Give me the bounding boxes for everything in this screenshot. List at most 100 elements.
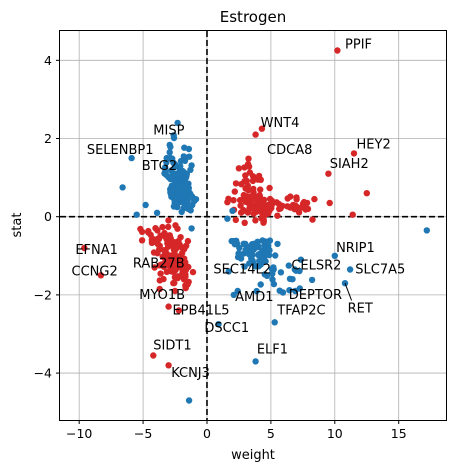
data-point [160, 263, 168, 271]
data-point [181, 187, 188, 194]
data-point [269, 276, 276, 283]
data-point [161, 229, 168, 237]
data-point [241, 219, 248, 226]
data-point [299, 200, 307, 208]
data-point [244, 161, 252, 168]
data-point [181, 144, 188, 151]
data-point [230, 197, 237, 204]
data-point [297, 256, 305, 263]
data-point [291, 206, 298, 213]
point-annotation: CELSR2 [291, 258, 341, 273]
data-point [235, 165, 243, 172]
leader-lines [344, 282, 353, 301]
data-point [252, 131, 259, 138]
point-annotation: RET [348, 301, 373, 316]
data-point [252, 206, 260, 213]
data-point [182, 282, 189, 289]
data-point [171, 249, 178, 257]
data-point [304, 205, 312, 213]
data-point [292, 287, 299, 295]
data-point [148, 239, 156, 246]
point-annotation: RAB27B [133, 257, 185, 272]
point-annotation: AMD1 [235, 290, 273, 305]
data-point [277, 269, 285, 276]
data-point [252, 358, 259, 365]
data-point [265, 247, 272, 255]
data-point [236, 244, 243, 252]
data-point [311, 195, 318, 203]
data-point [289, 276, 296, 283]
data-point [256, 251, 263, 258]
data-point [162, 247, 169, 254]
data-point [229, 207, 236, 214]
data-point [260, 219, 267, 226]
data-point [181, 203, 188, 210]
data-point [240, 206, 247, 214]
x-tick-label: 5 [267, 426, 275, 441]
data-point [151, 264, 158, 271]
data-point [170, 132, 177, 139]
data-point [292, 267, 300, 274]
data-point [254, 176, 262, 183]
point-annotation: EFNA1 [75, 243, 118, 258]
data-point [242, 246, 249, 253]
data-point [255, 263, 262, 270]
data-point [245, 186, 252, 194]
data-point [186, 153, 193, 160]
data-point [253, 287, 260, 295]
data-point [165, 217, 172, 224]
data-point [169, 172, 176, 179]
data-point [230, 237, 237, 245]
data-point [183, 242, 190, 249]
data-point [181, 157, 189, 164]
point-annotation: HEY2 [357, 137, 391, 152]
data-point [240, 240, 248, 248]
data-point [331, 252, 338, 259]
data-point [188, 225, 195, 232]
x-ticks: −10 −5 0 5 10 15 [66, 420, 407, 441]
data-point [261, 212, 268, 219]
data-point [225, 195, 232, 202]
data-point [145, 227, 152, 235]
data-point [215, 321, 222, 328]
point-annotation: WNT4 [261, 116, 300, 131]
data-point [284, 195, 291, 202]
data-point [249, 177, 257, 185]
data-point [163, 171, 170, 179]
data-point [178, 208, 185, 216]
data-point [225, 268, 232, 275]
data-point [293, 194, 300, 201]
point-annotation: SEC14L2 [213, 262, 271, 277]
data-point [175, 307, 183, 314]
point-annotation: MYO1B [139, 288, 185, 303]
data-point [187, 166, 194, 173]
data-point [279, 202, 286, 209]
data-point [137, 225, 144, 233]
data-point [346, 266, 354, 273]
data-point [252, 217, 259, 224]
point-annotation: ELF1 [257, 343, 288, 358]
data-point [232, 180, 240, 187]
data-point [268, 270, 276, 277]
x-tick-label: 10 [327, 426, 343, 441]
data-point [163, 154, 170, 162]
data-point [150, 352, 157, 359]
point-annotation: EPB41L5 [172, 303, 229, 318]
y-tick-label: 4 [44, 53, 52, 68]
data-point [274, 240, 281, 248]
data-point [261, 271, 268, 278]
data-point [119, 184, 126, 191]
data-point [249, 173, 257, 180]
data-point [257, 186, 264, 193]
chart-title: Estrogen [220, 8, 286, 26]
data-point [165, 257, 173, 264]
data-point [156, 285, 163, 293]
data-point [363, 190, 370, 197]
y-ticks: −4 −2 0 2 4 [34, 53, 60, 381]
data-point [177, 234, 184, 241]
data-point [176, 242, 183, 249]
data-point [154, 227, 161, 234]
data-point [180, 276, 188, 283]
point-annotation: SIDT1 [153, 339, 191, 354]
